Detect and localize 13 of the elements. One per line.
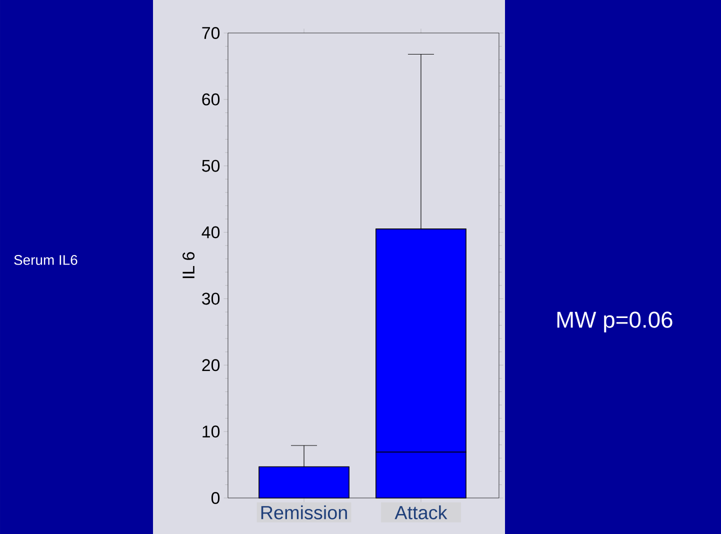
text: Serum IL6 (14, 255, 78, 265)
y-axis-title: IL 6 (182, 252, 195, 278)
y-tick-label: 20 (202, 359, 220, 372)
x-tick-label: Attack (394, 505, 448, 520)
y-tick-label: 30 (202, 292, 220, 305)
y-tick-label: 10 (202, 426, 220, 438)
y-tick-label: 60 (202, 93, 220, 106)
text: MW p=0.06 (557, 312, 672, 332)
y-tick-label: 40 (202, 226, 220, 238)
y-tick-label: 70 (202, 26, 220, 39)
y-tick-label: 50 (202, 160, 220, 172)
x-tick-label: Remission (261, 505, 347, 520)
y-tick-label: 0 (211, 492, 220, 504)
